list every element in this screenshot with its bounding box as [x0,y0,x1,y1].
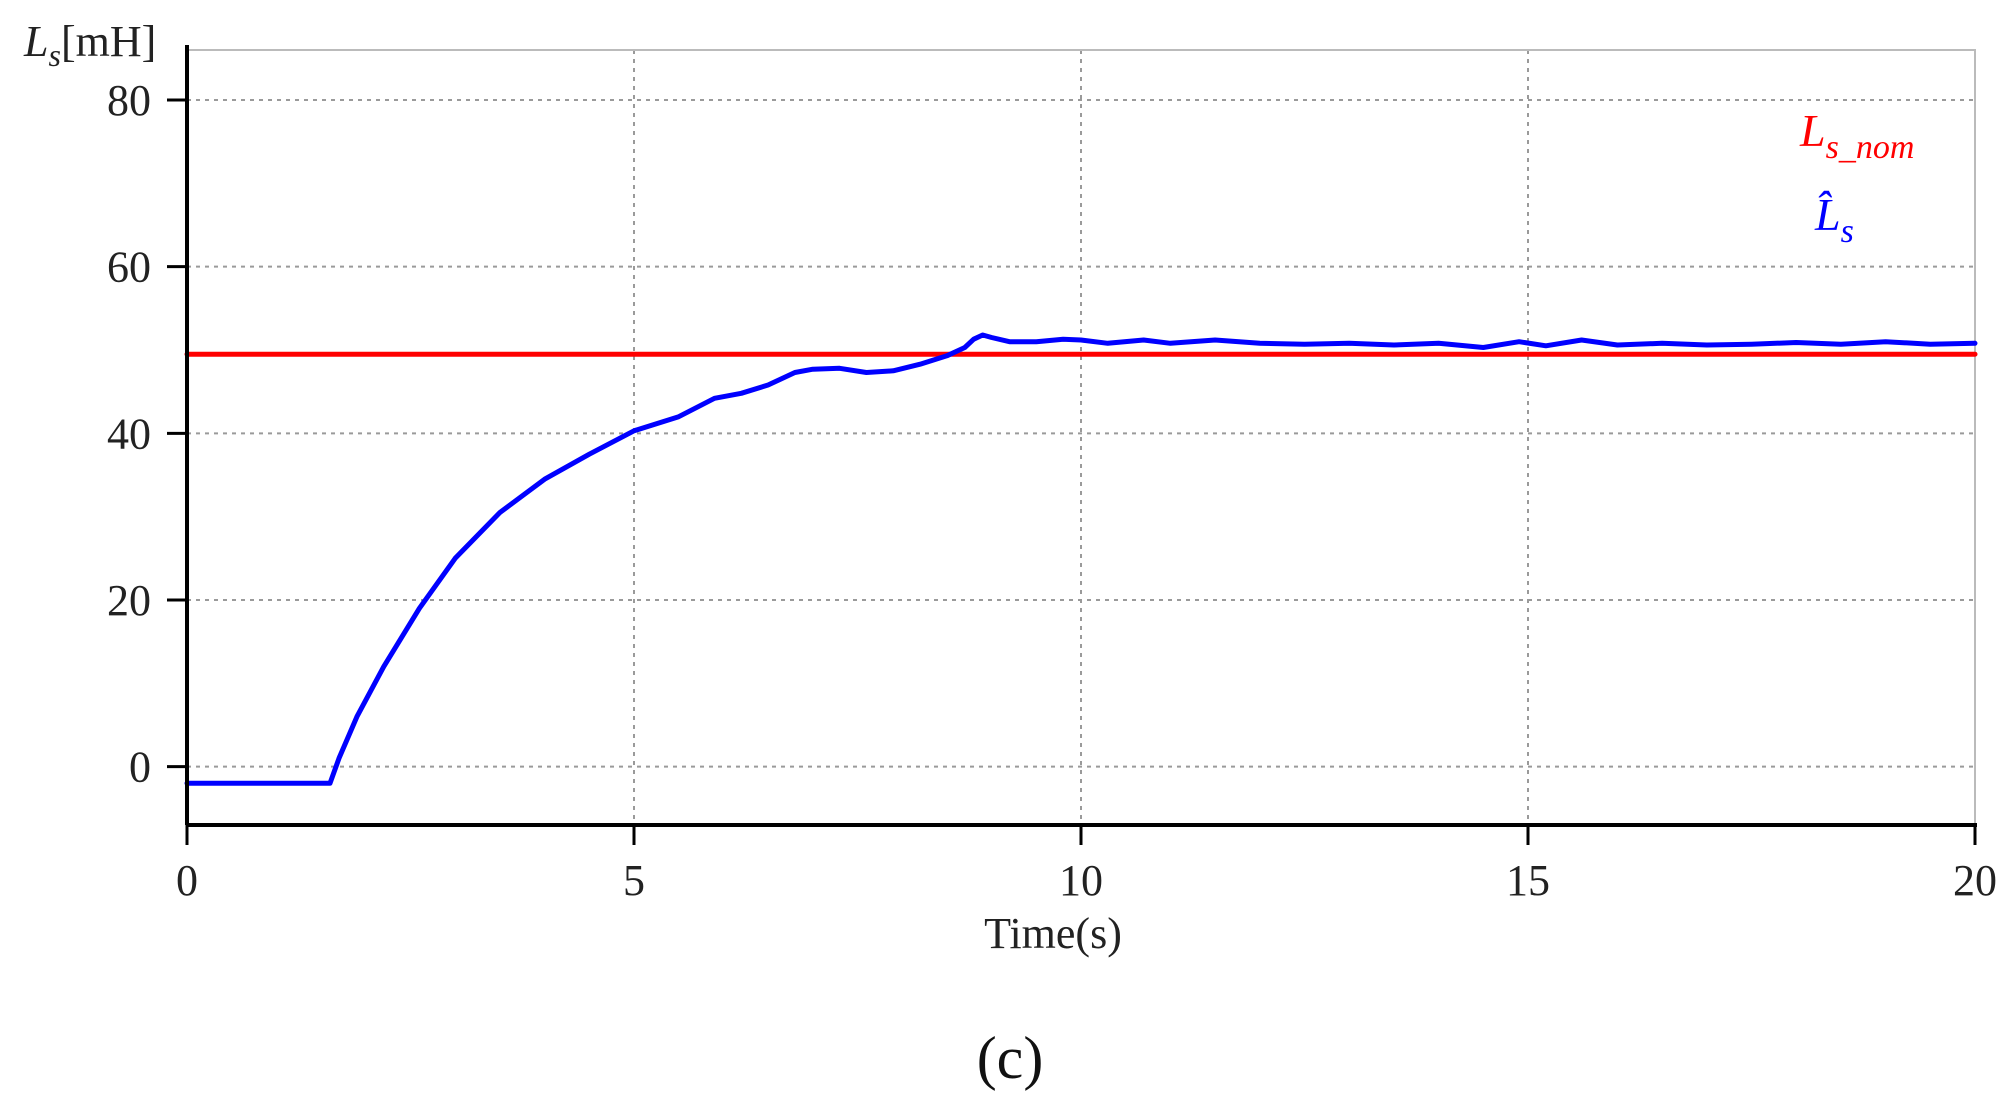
y-tick-label: 20 [107,576,151,625]
legend-ls-nom-sub: s_nom [1826,129,1915,166]
series-layer [184,332,1978,786]
y-tick-label: 40 [107,409,151,458]
x-tick-label: 20 [1953,856,1997,905]
figure-caption: (c) [977,1025,1044,1091]
x-gridlines [633,50,1976,825]
y-tick-label: 60 [107,243,151,292]
y-gridlines [187,99,1975,768]
y-axis-title-base: L [23,17,48,66]
series-line-ls_hat [184,332,1978,786]
x-tick-label: 0 [176,856,198,905]
x-tick-label: 5 [623,856,645,905]
legend-ls-nom-base: L [1799,105,1826,156]
legend-ls-hat-sub: s [1841,213,1854,250]
x-axis-title: Time(s) [984,909,1122,958]
x-tick-marks [185,825,1977,845]
y-tick-labels: 0 20 40 60 80 [107,76,151,792]
y-axis-title: Ls[mH] [23,17,156,73]
y-tick-marks [167,98,187,769]
x-tick-label: 15 [1506,856,1550,905]
y-axis-title-sub: s [48,37,60,73]
legend-entry-ls-nom: Ls_nom [1799,105,1914,166]
x-tick-label: 10 [1059,856,1103,905]
y-tick-label: 0 [129,743,151,792]
y-axis-title-unit: [mH] [61,17,156,66]
legend-ls-hat-base: L̂ [1814,189,1841,240]
x-tick-labels: 0 5 10 15 20 [176,856,1997,905]
legend-entry-ls-hat: L̂s [1814,189,1854,250]
y-tick-label: 80 [107,76,151,125]
